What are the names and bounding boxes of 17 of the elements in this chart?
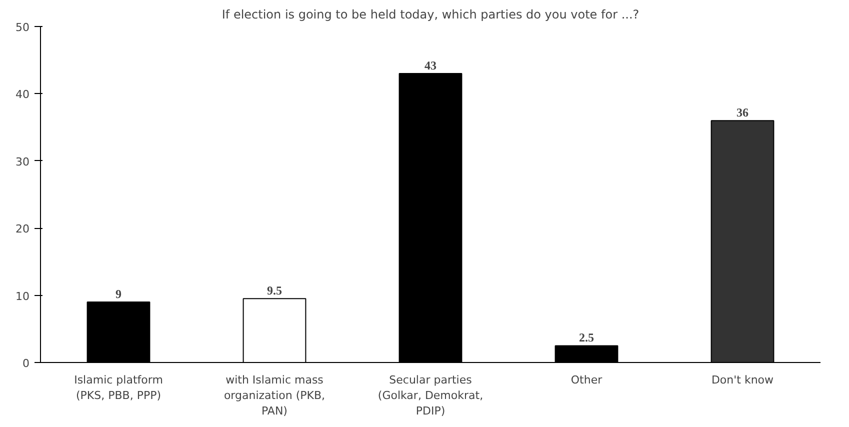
x-tick-label: Other	[570, 374, 603, 386]
y-tick-label: 10	[16, 290, 30, 303]
data-label: 2.5	[579, 330, 594, 345]
chart-title: If election is going to be held today, which parties do you vote for ...?	[222, 8, 640, 22]
data-label: 9	[116, 287, 122, 302]
x-tick-label: with Islamic mass organization (PKB, PAN)	[224, 374, 326, 418]
data-label: 43	[424, 58, 436, 73]
x-tick-label: Islamic platform (PKS, PBB, PPP)	[74, 374, 163, 402]
y-tick-label: 20	[16, 222, 30, 236]
y-tick-label: 50	[16, 21, 30, 34]
y-tick-label: 0	[22, 357, 30, 370]
y-tick-label: 40	[16, 88, 30, 102]
data-label: 9.5	[267, 284, 282, 298]
data-label: 36	[736, 106, 748, 120]
x-tick-label: Secular parties (Golkar, Demokrat, PDIP)	[378, 374, 484, 418]
x-tick-label: Don't know	[711, 374, 774, 386]
y-tick-label: 30	[16, 155, 30, 168]
